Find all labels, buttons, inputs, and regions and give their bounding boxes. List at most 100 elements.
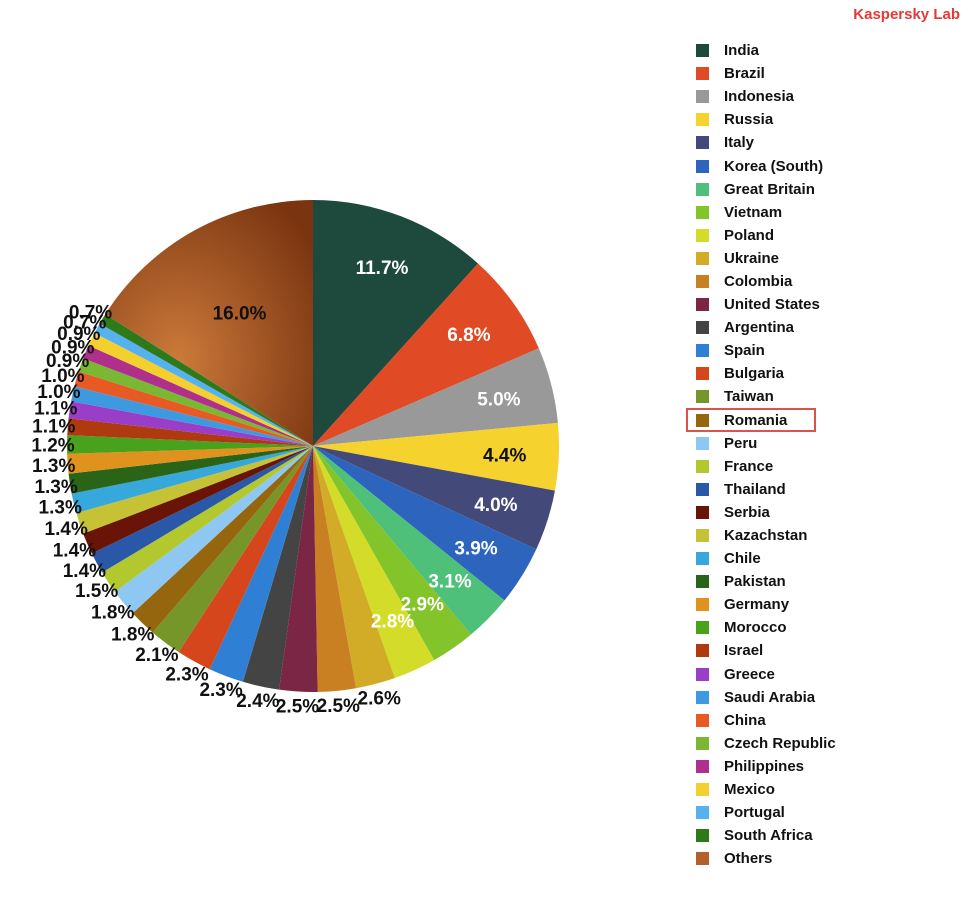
slice-label-serbia: 1.4%: [53, 540, 96, 561]
legend-item-serbia: Serbia: [696, 501, 836, 524]
legend-swatch: [696, 205, 709, 219]
legend-label: Great Britain: [724, 180, 815, 198]
legend-swatch: [696, 552, 709, 566]
legend-item-brazil: Brazil: [696, 62, 836, 85]
slice-label-france: 1.5%: [75, 581, 118, 602]
legend-item-thailand: Thailand: [696, 478, 836, 501]
slice-label-peru: 1.8%: [91, 603, 134, 624]
slice-israel: [67, 418, 314, 446]
legend-item-italy: Italy: [696, 131, 836, 154]
slice-india: [313, 200, 478, 446]
legend-label: Saudi Arabia: [724, 688, 816, 706]
legend-item-others: Others: [696, 847, 836, 870]
slice-label-philippines: 0.9%: [51, 338, 94, 359]
legend-swatch: [696, 228, 709, 242]
legend-label: Greece: [724, 665, 775, 683]
slice-label-taiwan: 2.1%: [135, 645, 178, 666]
slice-label-argentina: 2.4%: [236, 691, 279, 712]
legend-label: Serbia: [724, 503, 770, 521]
slice-ukraine: [313, 446, 395, 689]
legend-item-great-britain: Great Britain: [696, 178, 836, 201]
legend-label: Peru: [724, 434, 758, 452]
slice-brazil: [313, 263, 539, 446]
slice-label-kazachstan: 1.4%: [45, 519, 88, 540]
slice-label-korea-south: 3.9%: [454, 538, 497, 559]
legend-label: Romania: [724, 411, 788, 429]
slice-argentina: [242, 446, 313, 690]
legend-label: Mexico: [724, 781, 775, 799]
legend-label: Portugal: [724, 804, 785, 822]
legend-item-spain: Spain: [696, 339, 836, 362]
slice-portugal: [94, 323, 314, 446]
slice-label-colombia: 2.5%: [317, 696, 360, 717]
brand-label: Kaspersky Lab: [853, 6, 960, 23]
legend-swatch: [696, 90, 709, 104]
legend-item-czech-republic: Czech Republic: [696, 732, 836, 755]
legend-swatch: [696, 436, 709, 450]
legend-swatch: [696, 44, 709, 58]
slice-korea-south: [313, 446, 537, 601]
legend-item-chile: Chile: [696, 547, 836, 570]
slice-label-czech-republic: 0.9%: [46, 351, 89, 372]
legend-item-romania: Romania: [686, 407, 836, 432]
legend-item-china: China: [696, 709, 836, 732]
legend-label: Italy: [724, 134, 755, 152]
slice-others: [105, 200, 313, 446]
slice-bulgaria: [178, 446, 313, 670]
pie-labels: 11.7% 6.8% 5.0% 4.4% 4.0% 3.9% 3.1% 2.9%2.8% 2.6…: [31, 258, 526, 718]
slice-greece: [68, 401, 313, 446]
legend-label: Korea (South): [724, 157, 824, 175]
slice-colombia: [313, 446, 357, 692]
slice-label-mexico: 0.9%: [57, 324, 100, 345]
legend-item-kazachstan: Kazachstan: [696, 524, 836, 547]
slice-label-china: 1.0%: [41, 366, 84, 387]
legend-swatch: [696, 182, 709, 196]
legend-label: Brazil: [724, 65, 765, 83]
legend-item-south-africa: South Africa: [696, 824, 836, 847]
legend-label: Ukraine: [724, 249, 780, 267]
legend-item-argentina: Argentina: [696, 316, 836, 339]
slice-label-greece: 1.1%: [34, 399, 77, 420]
legend-label: Philippines: [724, 757, 805, 775]
legend-swatch: [696, 136, 709, 150]
legend-swatch: [696, 621, 709, 635]
legend-label: India: [724, 42, 760, 60]
slice-china: [74, 371, 313, 446]
legend-swatch: [696, 852, 709, 866]
legend-label: Israel: [724, 642, 764, 660]
legend-swatch: [696, 690, 709, 704]
legend-item-poland: Poland: [696, 224, 836, 247]
pie-chart: 11.7% 6.8% 5.0% 4.4% 4.0% 3.9% 3.1% 2.9%2.8% 2.6…: [31, 200, 560, 718]
legend-item-france: France: [696, 455, 836, 478]
legend-swatch: [696, 67, 709, 81]
legend-item-israel: Israel: [696, 639, 836, 662]
slice-philippines: [83, 345, 313, 446]
slice-label-bulgaria: 2.3%: [165, 664, 208, 685]
legend-label: Thailand: [724, 480, 786, 498]
legend-swatch: [696, 344, 709, 358]
slice-mexico: [88, 332, 313, 446]
legend-item-colombia: Colombia: [696, 270, 836, 293]
slice-france: [102, 446, 313, 592]
slice-poland: [313, 446, 435, 678]
legend-item-morocco: Morocco: [696, 616, 836, 639]
slice-vietnam: [313, 446, 471, 661]
legend-swatch: [696, 529, 709, 543]
slice-label-chile: 1.3%: [39, 498, 82, 519]
legend-swatch: [696, 806, 709, 820]
legend-swatch: [696, 783, 709, 797]
legend-swatch: [696, 575, 709, 589]
slice-label-russia: 4.4%: [483, 445, 526, 466]
legend-label: Germany: [724, 596, 790, 614]
legend-label: Others: [724, 850, 773, 868]
slice-label-israel: 1.1%: [32, 417, 75, 438]
legend-item-saudi-arabia: Saudi Arabia: [696, 686, 836, 709]
legend-item-philippines: Philippines: [696, 755, 836, 778]
slice-label-saudi-arabia: 1.0%: [37, 382, 80, 403]
legend-swatch: [696, 459, 709, 473]
slice-label-india: 11.7%: [356, 258, 409, 279]
legend-label: Poland: [724, 226, 775, 244]
legend-item-pakistan: Pakistan: [696, 570, 836, 593]
legend-item-india: India: [696, 39, 836, 62]
slice-label-great-britain: 3.1%: [428, 571, 471, 592]
